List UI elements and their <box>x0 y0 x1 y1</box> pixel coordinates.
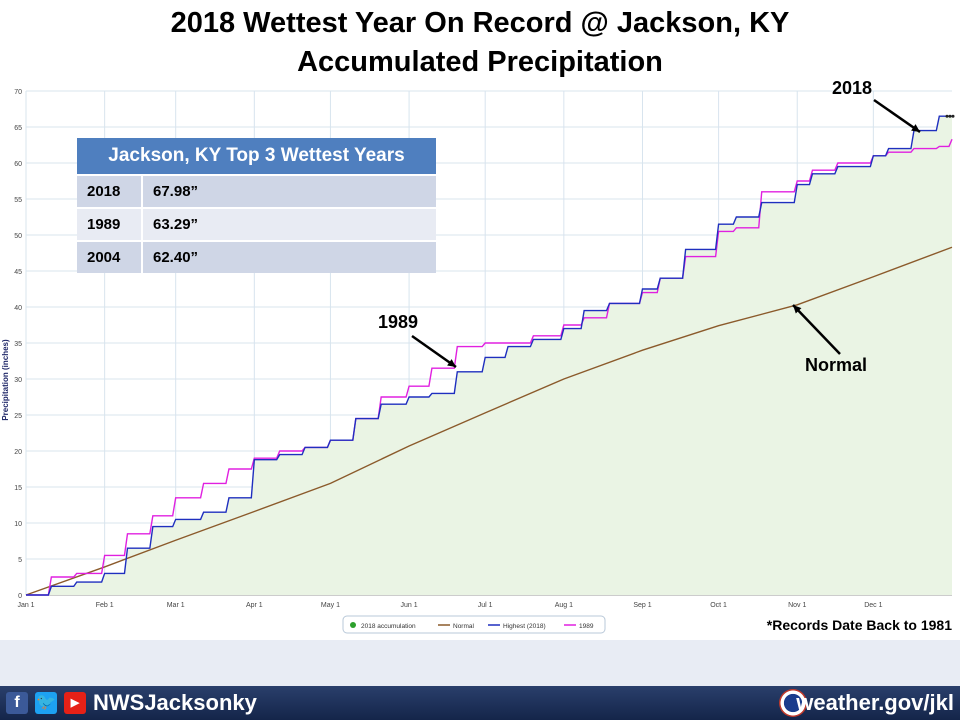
y-tick-label: 15 <box>14 485 22 492</box>
table-row: 2004 62.40” <box>77 240 436 273</box>
y-tick-label: 25 <box>14 413 22 420</box>
arrow-1989 <box>411 334 457 369</box>
bottom-band <box>0 640 960 686</box>
legend-box <box>342 615 606 634</box>
y-tick-label: 55 <box>14 197 22 204</box>
wettest-years-table: Jackson, KY Top 3 Wettest Years 2018 67.… <box>77 138 436 273</box>
x-tick-label: Oct 1 <box>710 602 727 609</box>
chart-lines <box>25 114 955 596</box>
x-tick-label: Jan 1 <box>17 602 34 609</box>
x-axis-ticks: Jan 1 Feb 1 Mar 1 Apr 1 May 1 Jun 1 Jul 1 Aug 1… <box>17 602 882 609</box>
x-tick-label: Jul 1 <box>478 602 493 609</box>
records-note: *Records Date Back to 1981 <box>766 617 952 633</box>
x-tick-label: Jun 1 <box>401 602 418 609</box>
x-tick-label: Dec 1 <box>864 602 882 609</box>
y-tick-label: 5 <box>18 557 22 564</box>
series-1989-line <box>26 138 953 596</box>
arrow-1989-head <box>447 359 456 367</box>
x-tick-label: Nov 1 <box>788 602 806 609</box>
legend-label: 1989 <box>579 623 594 630</box>
y-tick-label: 65 <box>14 125 22 132</box>
chart-title: 2018 Wettest Year On Record @ Jackson, K… <box>170 7 790 39</box>
end-marker <box>951 114 955 118</box>
chart-legend: 2018 accumulation Normal Highest (2018) 198… <box>342 615 606 634</box>
y-tick-label: 50 <box>14 233 22 240</box>
legend-label: Normal <box>453 623 475 630</box>
y-tick-label: 0 <box>18 593 22 600</box>
accumulation-area <box>26 116 952 595</box>
series-2018-accumulation-area <box>26 116 952 595</box>
value-cell: 67.98” <box>142 174 436 208</box>
annotation-arrows <box>411 98 921 369</box>
x-tick-label: Aug 1 <box>555 602 573 609</box>
table-row: 2018 67.98” <box>77 174 436 208</box>
x-tick-label: May 1 <box>321 602 340 609</box>
arrow-2018-head <box>911 124 920 132</box>
table-row: 1989 63.29” <box>77 207 436 241</box>
x-tick-label: Mar 1 <box>167 602 185 609</box>
facebook-icon[interactable]: f <box>6 692 28 714</box>
legend-label: Highest (2018) <box>503 623 546 630</box>
end-marker <box>945 114 949 118</box>
arrow-normal <box>792 304 841 355</box>
y-tick-label: 40 <box>14 305 22 312</box>
y-tick-label: 60 <box>14 161 22 168</box>
youtube-icon[interactable]: ▶ <box>64 692 86 714</box>
year-cell: 1989 <box>77 207 143 241</box>
year-cell: 2018 <box>77 174 143 208</box>
legend-label: 2018 accumulation <box>361 623 416 630</box>
y-tick-label: 20 <box>14 449 22 456</box>
y-tick-label: 30 <box>14 377 22 384</box>
legend-marker <box>350 622 356 628</box>
y-axis-label: Precipitation (inches) <box>1 339 10 421</box>
y-tick-label: 10 <box>14 521 22 528</box>
value-cell: 63.29” <box>142 207 436 241</box>
table-title: Jackson, KY Top 3 Wettest Years <box>77 138 436 175</box>
end-marker <box>948 114 952 118</box>
arrow-normal-head <box>793 305 802 314</box>
x-tick-label: Feb 1 <box>96 602 114 609</box>
x-tick-label: Sep 1 <box>633 602 651 609</box>
y-axis-ticks: 0 5 10 15 20 25 30 35 40 45 50 55 60 65 70 <box>14 89 22 600</box>
nws-logo <box>779 689 807 717</box>
year-cell: 2004 <box>77 240 143 273</box>
series-highest-2018-line <box>26 115 952 596</box>
series-normal-line <box>25 246 953 596</box>
label-normal: Normal <box>805 355 868 375</box>
arrow-2018 <box>873 98 921 134</box>
label-1989: 1989 <box>378 312 419 332</box>
label-2018: 2018 <box>832 78 873 98</box>
x-tick-label: Apr 1 <box>246 602 263 609</box>
y-tick-label: 45 <box>14 269 22 276</box>
social-handle[interactable]: NWSJacksonky <box>93 690 257 715</box>
website-link[interactable]: weather.gov/jkl <box>796 690 954 715</box>
y-tick-label: 35 <box>14 341 22 348</box>
y-tick-label: 70 <box>14 89 22 96</box>
twitter-icon[interactable]: 🐦 <box>35 692 57 714</box>
chart-subtitle: Accumulated Precipitation <box>297 46 663 78</box>
precipitation-chart: 0 5 10 15 20 25 30 35 40 45 50 55 60 65 70 Jan 1 Feb 1 M… <box>0 80 960 640</box>
value-cell: 62.40” <box>142 240 436 273</box>
